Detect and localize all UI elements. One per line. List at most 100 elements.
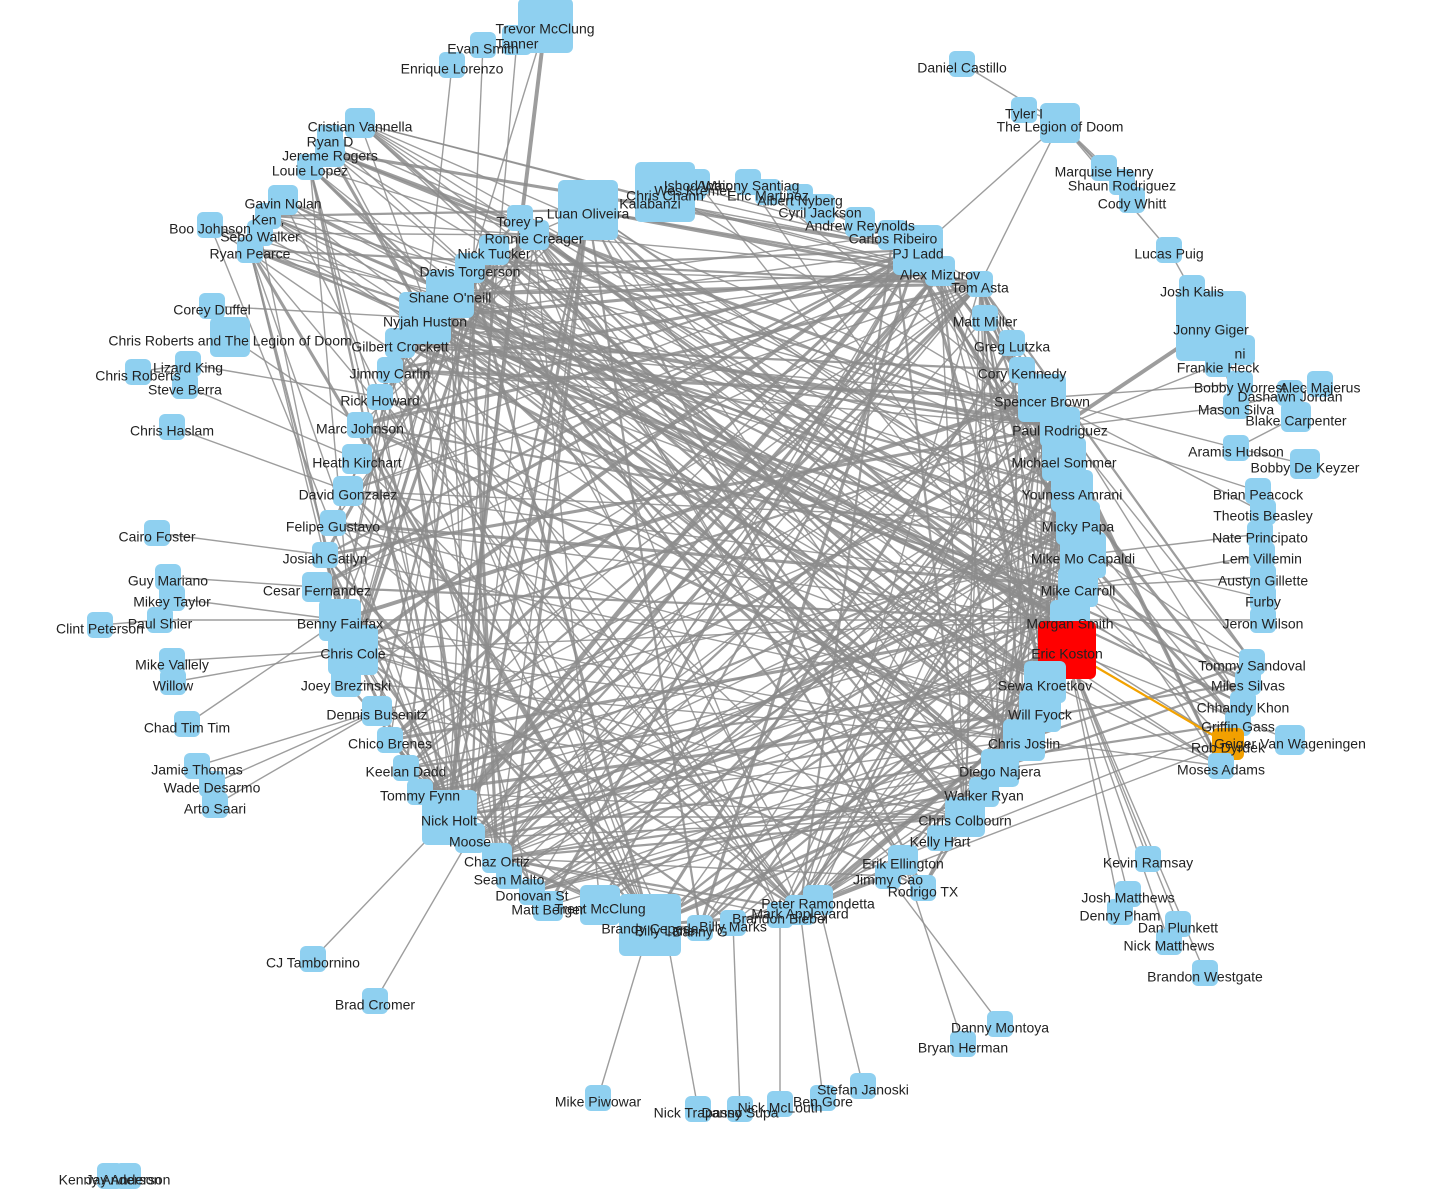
svg-text:Evan Smith: Evan Smith: [447, 41, 519, 57]
svg-text:Torey P: Torey P: [496, 214, 543, 230]
svg-text:Brian Peacock: Brian Peacock: [1213, 487, 1304, 503]
svg-text:Matt Miller: Matt Miller: [953, 314, 1018, 330]
svg-text:Chico Brenes: Chico Brenes: [348, 736, 432, 752]
svg-text:Frankie Heck: Frankie Heck: [1177, 360, 1260, 376]
svg-text:Cory Kennedy: Cory Kennedy: [978, 366, 1067, 382]
svg-text:Jay Anderson: Jay Anderson: [86, 1172, 171, 1188]
svg-text:Chaz Ortiz: Chaz Ortiz: [464, 854, 530, 870]
svg-text:Nick Matthews: Nick Matthews: [1123, 938, 1214, 954]
svg-text:Chris Haslam: Chris Haslam: [130, 423, 214, 439]
svg-text:Felipe Gustavo: Felipe Gustavo: [286, 519, 380, 535]
svg-text:Willow: Willow: [153, 678, 194, 694]
svg-text:Lizard King: Lizard King: [153, 360, 223, 376]
svg-text:Joey Brezinski: Joey Brezinski: [301, 678, 391, 694]
svg-text:PJ Ladd: PJ Ladd: [892, 246, 943, 262]
svg-text:Arto Saari: Arto Saari: [184, 801, 246, 817]
svg-text:Nick McLouth: Nick McLouth: [738, 1100, 823, 1116]
svg-text:Griffin Gass: Griffin Gass: [1201, 719, 1275, 735]
svg-text:Nate Principato: Nate Principato: [1212, 530, 1308, 546]
svg-text:Josiah Gatlyn: Josiah Gatlyn: [283, 551, 368, 567]
svg-text:Gilbert Crockett: Gilbert Crockett: [351, 339, 448, 355]
svg-text:Chhandy Khon: Chhandy Khon: [1197, 700, 1290, 716]
svg-text:Carlos Ribeiro: Carlos Ribeiro: [849, 231, 938, 247]
svg-text:Will Fyock: Will Fyock: [1008, 707, 1073, 723]
svg-text:Corey Duffel: Corey Duffel: [173, 302, 251, 318]
svg-text:Erik Ellington: Erik Ellington: [862, 856, 944, 872]
svg-text:Nick Tucker: Nick Tucker: [457, 246, 530, 262]
svg-text:Morgan Smith: Morgan Smith: [1026, 616, 1113, 632]
svg-text:Ken ,: Ken ,: [252, 212, 285, 228]
svg-text:Kelly Hart: Kelly Hart: [910, 834, 971, 850]
svg-text:Daniel Castillo: Daniel Castillo: [917, 60, 1007, 76]
svg-text:Davis Torgerson: Davis Torgerson: [420, 264, 521, 280]
svg-text:Austyn Gillette: Austyn Gillette: [1218, 573, 1308, 589]
svg-text:Heath Kirchart: Heath Kirchart: [312, 455, 402, 471]
svg-text:Josh Kalis: Josh Kalis: [1160, 284, 1224, 300]
svg-text:Dan Plunkett: Dan Plunkett: [1138, 920, 1218, 936]
svg-text:Chris Colbourn: Chris Colbourn: [918, 813, 1011, 829]
svg-text:David Gonzalez: David Gonzalez: [299, 487, 398, 503]
svg-text:Nick Holt: Nick Holt: [421, 813, 477, 829]
svg-text:Chris Cole: Chris Cole: [320, 646, 386, 662]
svg-text:Ryan Pearce: Ryan Pearce: [210, 246, 291, 262]
svg-text:Mike Vallely: Mike Vallely: [135, 657, 209, 673]
svg-text:Lem Villemin: Lem Villemin: [1222, 551, 1302, 567]
svg-text:Chris Roberts and The Legion o: Chris Roberts and The Legion of Doom: [108, 333, 351, 349]
svg-text:Louie Lopez: Louie Lopez: [272, 163, 348, 179]
svg-text:Rob Dyrdek: Rob Dyrdek: [1191, 740, 1266, 756]
svg-text:Jimmy Carlin: Jimmy Carlin: [350, 366, 431, 382]
svg-text:Jonny Giger: Jonny Giger: [1173, 322, 1249, 338]
svg-text:Shane O'neill: Shane O'neill: [409, 290, 492, 306]
svg-text:Shaun Rodriguez: Shaun Rodriguez: [1068, 178, 1176, 194]
svg-text:Josh Matthews: Josh Matthews: [1081, 890, 1174, 906]
svg-text:Bryan Herman: Bryan Herman: [918, 1040, 1008, 1056]
svg-text:Brandon Westgate: Brandon Westgate: [1147, 969, 1263, 985]
svg-text:Marc Johnson: Marc Johnson: [316, 421, 404, 437]
svg-text:Bobby De Keyzer: Bobby De Keyzer: [1251, 460, 1360, 476]
svg-text:Sebo Walker: Sebo Walker: [220, 229, 300, 245]
svg-text:Kevin Ramsay: Kevin Ramsay: [1103, 855, 1193, 871]
svg-text:Nyjah Huston: Nyjah Huston: [383, 314, 467, 330]
svg-text:Luan Oliveira: Luan Oliveira: [547, 206, 630, 222]
svg-text:Aramis Hudson: Aramis Hudson: [1188, 444, 1284, 460]
svg-text:Steve Berra: Steve Berra: [148, 382, 222, 398]
svg-text:Sewa Kroetkov: Sewa Kroetkov: [998, 678, 1092, 694]
svg-text:Mike Piwowar: Mike Piwowar: [555, 1094, 642, 1110]
svg-text:Lucas Puig: Lucas Puig: [1134, 246, 1203, 262]
svg-text:Mike Carroll: Mike Carroll: [1041, 583, 1116, 599]
svg-text:Micky Papa: Micky Papa: [1042, 519, 1115, 535]
svg-text:Brad Cromer: Brad Cromer: [335, 997, 415, 1013]
svg-text:Sean Malto: Sean Malto: [474, 872, 545, 888]
svg-text:Moose: Moose: [449, 834, 491, 850]
svg-text:Spencer Brown: Spencer Brown: [994, 394, 1090, 410]
svg-text:Mike Mo Capaldi: Mike Mo Capaldi: [1031, 551, 1135, 567]
svg-text:Diego Najera: Diego Najera: [959, 764, 1041, 780]
svg-text:Tommy Fynn: Tommy Fynn: [380, 788, 460, 804]
svg-text:Walker Ryan: Walker Ryan: [944, 788, 1024, 804]
svg-text:Jereme Rogers: Jereme Rogers: [282, 148, 378, 164]
svg-text:Miles Silvas: Miles Silvas: [1211, 678, 1285, 694]
svg-text:Blake Carpenter: Blake Carpenter: [1245, 413, 1347, 429]
svg-text:Chad Tim Tim: Chad Tim Tim: [144, 720, 230, 736]
svg-text:Michael Sommer: Michael Sommer: [1011, 455, 1116, 471]
svg-text:Cesar Fernandez: Cesar Fernandez: [263, 583, 371, 599]
svg-text:Rick Howard: Rick Howard: [340, 393, 419, 409]
svg-text:Theotis Beasley: Theotis Beasley: [1213, 508, 1313, 524]
svg-text:Wade Desarmo: Wade Desarmo: [164, 780, 261, 796]
svg-text:Mark Appleyard: Mark Appleyard: [751, 906, 848, 922]
svg-text:Gavin Nolan: Gavin Nolan: [244, 196, 321, 212]
svg-text:The Legion of Doom: The Legion of Doom: [997, 119, 1124, 135]
svg-text:Guy Mariano: Guy Mariano: [128, 573, 208, 589]
svg-text:Tommy Sandoval: Tommy Sandoval: [1198, 658, 1305, 674]
svg-text:Trent McClung: Trent McClung: [554, 901, 645, 917]
svg-text:Benny Fairfax: Benny Fairfax: [297, 616, 383, 632]
svg-text:CJ Tambornino: CJ Tambornino: [266, 955, 360, 971]
svg-text:Danny Montoya: Danny Montoya: [951, 1020, 1049, 1036]
svg-text:Moses Adams: Moses Adams: [1177, 762, 1265, 778]
svg-text:Eric Koston: Eric Koston: [1031, 646, 1103, 662]
svg-text:Clint Peterson: Clint Peterson: [56, 621, 144, 637]
svg-text:Jamie Thomas: Jamie Thomas: [151, 762, 243, 778]
svg-text:Ronnie Creager: Ronnie Creager: [485, 231, 584, 247]
svg-text:Cairo Foster: Cairo Foster: [118, 529, 195, 545]
svg-text:Greg Lutzka: Greg Lutzka: [974, 339, 1050, 355]
